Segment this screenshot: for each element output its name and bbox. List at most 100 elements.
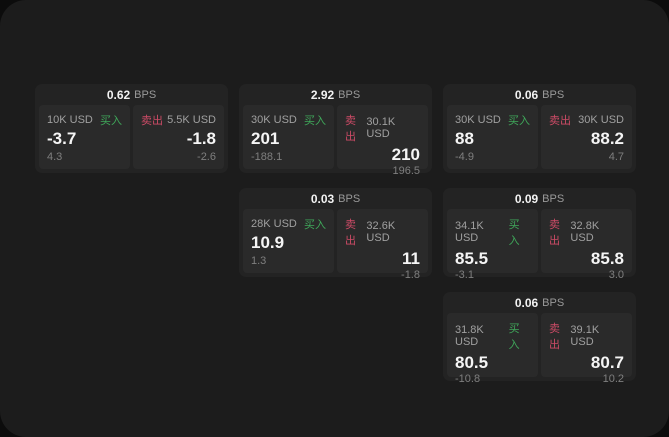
sell-pane[interactable]: 卖出 30K USD 88.2 4.7 [541,105,632,169]
bps-unit-label: BPS [338,88,361,101]
quote-card: 0.62 BPS 10K USD 买入 -3.7 4.3 卖出 5.5K USD… [35,84,228,173]
buy-price: 80.5 [455,353,489,372]
spread-header: 0.06 BPS [447,84,632,105]
buy-delta: 4.3 [47,151,63,163]
buy-delta: -4.9 [455,151,474,163]
spread-header: 0.62 BPS [39,84,224,105]
sell-price: 88.2 [590,129,624,148]
sell-delta: -1.8 [401,269,420,281]
buy-price: 201 [251,129,280,148]
buy-pane[interactable]: 34.1K USD 买入 85.5 -3.1 [447,209,538,281]
buy-price: -3.7 [47,129,77,148]
quote-card: 2.92 BPS 30K USD 买入 201 -188.1 卖出 30.1K … [239,84,432,177]
quote-panes: 30K USD 买入 201 -188.1 卖出 30.1K USD 210 1… [243,105,428,177]
spread-header: 0.09 BPS [447,188,632,209]
bps-unit-label: BPS [542,296,565,309]
sell-pane[interactable]: 卖出 30.1K USD 210 196.5 [337,105,428,177]
sell-label: 卖出 [141,115,163,127]
sell-size: 32.6K USD [366,220,396,244]
buy-pane[interactable]: 10K USD 买入 -3.7 4.3 [39,105,130,169]
sell-pane-top: 卖出 32.6K USD [345,216,420,248]
buy-delta: 1.3 [251,255,267,267]
buy-size: 30K USD [251,114,297,126]
buy-pane[interactable]: 28K USD 买入 10.9 1.3 [243,209,334,273]
spread-value: 2.92 [310,87,335,102]
spread-value: 0.62 [106,87,131,102]
spread-value: 0.06 [514,295,539,310]
sell-pane[interactable]: 卖出 39.1K USD 80.7 10.2 [541,313,632,385]
sell-pane-top: 卖出 30K USD [549,112,624,128]
buy-pane-top: 30K USD 买入 [455,112,530,128]
buy-pane[interactable]: 31.8K USD 买入 80.5 -10.8 [447,313,538,385]
buy-pane[interactable]: 30K USD 买入 201 -188.1 [243,105,334,169]
buy-label: 买入 [100,115,122,127]
sell-size: 32.8K USD [570,220,600,244]
sell-delta: 4.7 [608,151,624,163]
quote-panes: 34.1K USD 买入 85.5 -3.1 卖出 32.8K USD 85.8… [447,209,632,281]
sell-price: 80.7 [590,353,624,372]
bps-unit-label: BPS [542,88,565,101]
buy-price: 88 [455,129,474,148]
quote-panes: 28K USD 买入 10.9 1.3 卖出 32.6K USD 11 -1.8 [243,209,428,281]
quote-card: 0.06 BPS 30K USD 买入 88 -4.9 卖出 30K USD 8… [443,84,636,173]
buy-pane-top: 34.1K USD 买入 [455,216,530,248]
buy-pane[interactable]: 30K USD 买入 88 -4.9 [447,105,538,169]
sell-label: 卖出 [549,115,571,127]
buy-pane-top: 30K USD 买入 [251,112,326,128]
buy-pane-top: 10K USD 买入 [47,112,122,128]
sell-size: 39.1K USD [570,324,600,348]
spread-header: 2.92 BPS [243,84,428,105]
buy-size: 10K USD [47,114,93,126]
sell-pane-top: 卖出 32.8K USD [549,216,624,248]
buy-pane-top: 28K USD 买入 [251,216,326,232]
quote-card: 0.09 BPS 34.1K USD 买入 85.5 -3.1 卖出 32.8K… [443,188,636,281]
sell-pane[interactable]: 卖出 5.5K USD -1.8 -2.6 [133,105,224,169]
buy-label: 买入 [508,323,520,351]
bps-unit-label: BPS [134,88,157,101]
sell-pane-top: 卖出 5.5K USD [141,112,216,128]
sell-label: 卖出 [345,219,356,247]
buy-price: 10.9 [251,233,285,252]
sell-price: -1.8 [186,129,216,148]
buy-size: 30K USD [455,114,501,126]
buy-price: 85.5 [455,249,489,268]
sell-pane-top: 卖出 39.1K USD [549,320,624,352]
sell-pane[interactable]: 卖出 32.6K USD 11 -1.8 [337,209,428,281]
spread-value: 0.09 [514,191,539,206]
bps-unit-label: BPS [542,192,565,205]
buy-delta: -10.8 [455,373,481,385]
sell-label: 卖出 [345,115,356,143]
quote-panes: 10K USD 买入 -3.7 4.3 卖出 5.5K USD -1.8 -2.… [39,105,224,169]
sell-label: 卖出 [549,219,560,247]
sell-delta: 3.0 [608,269,624,281]
buy-pane-top: 31.8K USD 买入 [455,320,530,352]
buy-label: 买入 [304,219,326,231]
bps-unit-label: BPS [338,192,361,205]
buy-size: 31.8K USD [455,324,484,348]
buy-label: 买入 [304,115,326,127]
buy-label: 买入 [508,219,520,247]
buy-delta: -3.1 [455,269,474,281]
buy-delta: -188.1 [251,151,283,163]
buy-size: 34.1K USD [455,220,484,244]
spread-value: 0.06 [514,87,539,102]
quote-card: 0.06 BPS 31.8K USD 买入 80.5 -10.8 卖出 39.1… [443,292,636,385]
sell-price: 210 [391,145,420,164]
sell-size: 5.5K USD [167,114,216,126]
sell-delta: 196.5 [392,165,420,177]
buy-size: 28K USD [251,218,297,230]
quote-panes: 31.8K USD 买入 80.5 -10.8 卖出 39.1K USD 80.… [447,313,632,385]
sell-size: 30K USD [578,114,624,126]
spread-value: 0.03 [310,191,335,206]
sell-price: 85.8 [590,249,624,268]
sell-pane[interactable]: 卖出 32.8K USD 85.8 3.0 [541,209,632,281]
sell-label: 卖出 [549,323,560,351]
sell-delta: 10.2 [602,373,624,385]
quote-card: 0.03 BPS 28K USD 买入 10.9 1.3 卖出 32.6K US… [239,188,432,281]
sell-price: 11 [402,249,420,268]
buy-label: 买入 [508,115,530,127]
quote-panes: 30K USD 买入 88 -4.9 卖出 30K USD 88.2 4.7 [447,105,632,169]
sell-delta: -2.6 [197,151,216,163]
sell-size: 30.1K USD [366,116,396,140]
